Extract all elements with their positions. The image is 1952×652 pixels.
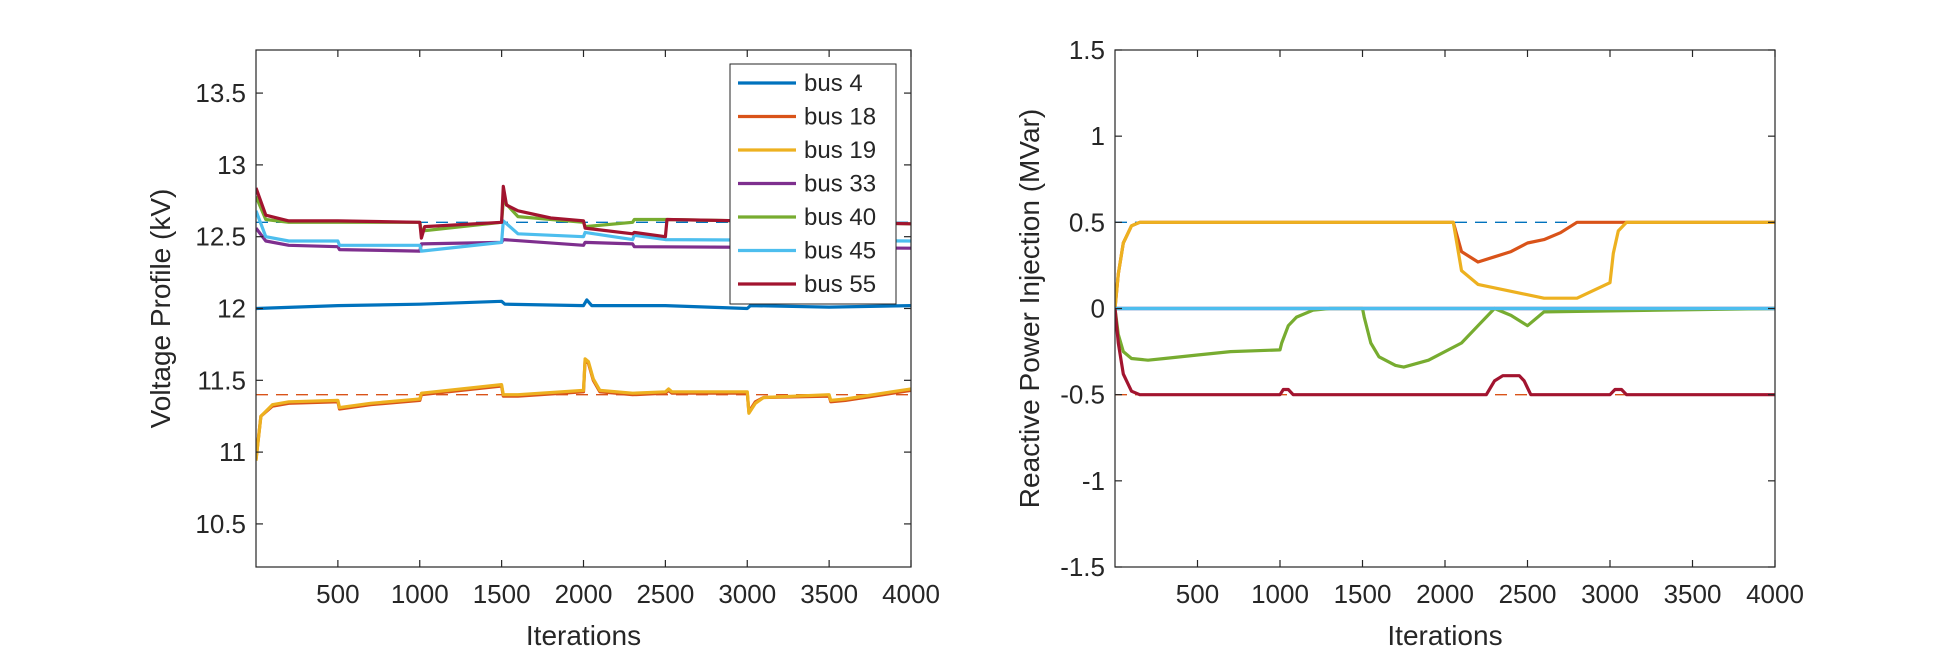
y-tick-label: 1.5: [1069, 35, 1105, 65]
y-tick-label: 13: [217, 150, 246, 180]
legend-entry-bus-19: bus 19: [804, 137, 876, 164]
x-tick-label: 3500: [1664, 579, 1722, 609]
y-tick-label: 11.5: [197, 365, 246, 395]
x-tick-label: 2500: [1499, 579, 1557, 609]
series-line-bus-33: [256, 227, 911, 253]
x-tick-label: 1000: [1251, 579, 1309, 609]
legend-entry-bus-55: bus 55: [804, 271, 876, 298]
y-tick-label: 13.5: [195, 78, 246, 108]
x-tick-label: 3000: [1581, 579, 1639, 609]
x-axis-label: Iterations: [526, 620, 641, 651]
x-axis-label: Iterations: [1387, 620, 1502, 651]
y-tick-label: 12: [217, 294, 246, 324]
x-tick-label: 500: [1176, 579, 1219, 609]
y-tick-label: 11: [219, 437, 246, 467]
legend-entry-bus-4: bus 4: [804, 70, 863, 97]
x-tick-label: 4000: [1746, 579, 1804, 609]
y-axis-label: Reactive Power Injection (MVar): [1014, 109, 1045, 508]
legend-entry-bus-33: bus 33: [804, 171, 876, 198]
x-tick-label: 2000: [555, 579, 613, 609]
y-tick-label: -1.5: [1060, 552, 1105, 582]
y-tick-label: 0: [1091, 294, 1105, 324]
x-tick-label: 4000: [882, 579, 940, 609]
y-axis-label: Voltage Profile (kV): [145, 189, 176, 429]
x-tick-label: 3000: [718, 579, 776, 609]
series-line-bus-45: [256, 210, 911, 253]
x-tick-label: 2000: [1416, 579, 1474, 609]
series-line-bus-55: [1115, 308, 1775, 397]
x-tick-label: 3500: [800, 579, 858, 609]
legend: bus 4 bus 18 bus 19 bus 33 bus 40 bus 45 bus 5…: [729, 63, 897, 305]
series-line-bus-55: [256, 184, 911, 240]
y-tick-label: -1: [1082, 466, 1105, 496]
legend-entry-bus-45: bus 45: [804, 238, 876, 265]
x-tick-label: 1500: [473, 579, 531, 609]
y-tick-label: 0.5: [1069, 207, 1105, 237]
series-line-bus-4: [256, 298, 911, 311]
reactive-power-chart: 500 1000 1500 2000 2500 3000 3500 4000 -1.5 -1 -0…: [1014, 35, 1804, 651]
series-line-bus-19: [1115, 220, 1775, 309]
x-tick-label: 1500: [1334, 579, 1392, 609]
y-tick-label: -0.5: [1060, 380, 1105, 410]
y-tick-label: 1: [1091, 121, 1105, 151]
y-tick-label: 10.5: [195, 509, 246, 539]
legend-entry-bus-40: bus 40: [804, 204, 876, 231]
legend-entry-bus-18: bus 18: [804, 104, 876, 131]
voltage-profile-chart: 500 1000 1500 2000 2500 3000 3500 4000 10.5 11 11…: [145, 49, 940, 651]
x-tick-label: 1000: [391, 579, 449, 609]
x-tick-label: 500: [316, 579, 359, 609]
x-tick-label: 2500: [636, 579, 694, 609]
series-line-bus-19: [256, 357, 911, 461]
y-tick-label: 12.5: [195, 222, 246, 252]
